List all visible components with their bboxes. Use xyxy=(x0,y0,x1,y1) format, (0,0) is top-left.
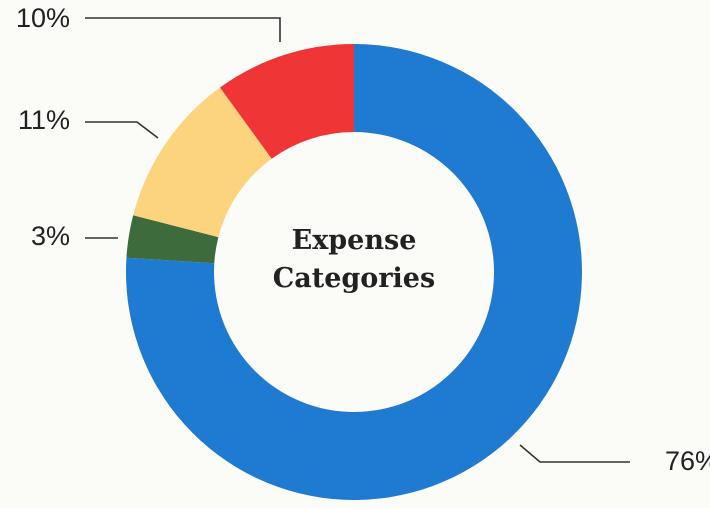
data-label: 3% xyxy=(31,221,70,251)
donut-slice xyxy=(219,44,354,159)
data-label: 76% xyxy=(665,446,710,476)
leader-line xyxy=(85,17,281,42)
donut-slice xyxy=(133,87,272,238)
leader-line xyxy=(85,121,159,139)
chart-title: Expense Categories xyxy=(272,225,436,294)
data-label: 11% xyxy=(18,105,70,135)
data-label: 10% xyxy=(16,3,70,33)
slices xyxy=(126,44,582,500)
donut-slice xyxy=(126,44,582,500)
leader-line xyxy=(519,444,630,463)
donut-slice xyxy=(126,215,219,264)
